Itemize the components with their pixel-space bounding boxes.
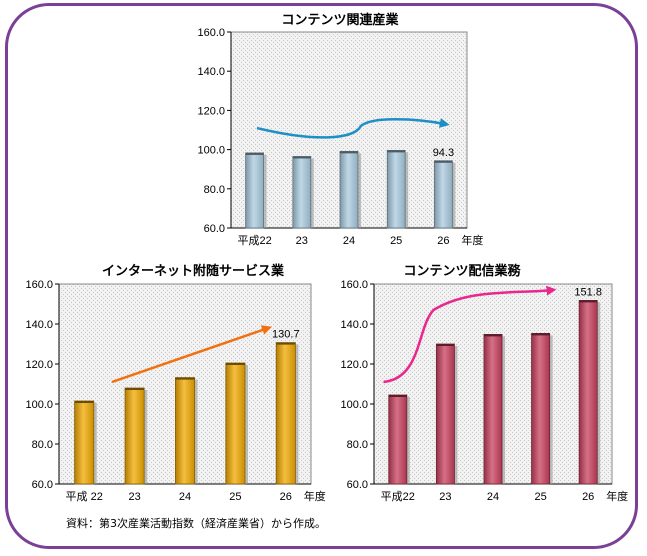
content-x-tick-label: 26 <box>437 235 449 247</box>
content-y-tick-label: 60.0 <box>204 223 225 235</box>
distribution-x-tick-label: 平成22 <box>381 490 415 503</box>
chart-content-industry: コンテンツ関連産業 60.0 80.0 100.0 120.0 140.0 160.0 平成2… <box>197 12 483 247</box>
internet-bar <box>225 362 246 485</box>
distribution-bar <box>531 333 551 485</box>
content-bar <box>245 152 264 229</box>
content-x-tick-label: 25 <box>390 235 402 247</box>
internet-bar <box>275 342 296 485</box>
content-x-unit-label: 年度 <box>461 233 483 247</box>
distribution-x-tick-label: 23 <box>439 491 451 503</box>
internet-bar-cap <box>225 363 245 365</box>
distribution-x-tick-label: 26 <box>582 491 594 503</box>
internet-x-tick-label: 24 <box>179 491 191 503</box>
content-x-tick-label: 平成22 <box>237 234 271 247</box>
distribution-y-tick-label: 100.0 <box>340 399 368 411</box>
content-bar <box>292 156 312 229</box>
distribution-bar-cap <box>483 334 503 337</box>
content-y-tick-label: 160.0 <box>197 27 225 39</box>
distribution-data-label: 151.8 <box>574 286 602 298</box>
distribution-bar-cap <box>388 395 407 397</box>
distribution-x-unit-label: 年度 <box>606 489 628 503</box>
content-bar <box>434 160 453 229</box>
chart-internet-services: インターネット附随サービス業 60.0 80.0 100.0 120.0 140.0 160… <box>25 263 326 503</box>
internet-bar <box>74 400 95 485</box>
internet-bar <box>124 387 145 485</box>
chart-content-distribution: コンテンツ配信業務 60.0 80.0 100.0 120.0 140.0 160.0 平成2… <box>340 263 628 503</box>
distribution-x-tick-label: 25 <box>534 491 546 503</box>
internet-x-tick-label: 23 <box>128 491 140 503</box>
distribution-chart-title: コンテンツ配信業務 <box>403 263 521 279</box>
content-data-label: 94.3 <box>433 147 454 159</box>
distribution-bar-cap <box>436 344 455 346</box>
content-bar <box>339 150 359 229</box>
internet-bar-cap <box>175 377 195 380</box>
content-y-tick-label: 100.0 <box>197 145 225 157</box>
distribution-y-tick-label: 80.0 <box>347 439 368 451</box>
internet-x-tick-label: 平成 22 <box>66 490 103 503</box>
internet-bar <box>175 377 195 485</box>
content-bar-cap <box>292 156 311 159</box>
internet-y-tick-label: 100.0 <box>25 399 53 411</box>
distribution-y-tick-label: 160.0 <box>340 279 368 291</box>
distribution-bar <box>578 300 598 485</box>
distribution-bar <box>388 394 408 485</box>
content-y-tick-label: 140.0 <box>197 66 225 78</box>
content-bar <box>386 149 406 229</box>
internet-x-tick-label: 25 <box>229 491 241 503</box>
distribution-y-tick-label: 60.0 <box>347 479 368 491</box>
content-bar-cap <box>245 152 264 155</box>
internet-bar-cap <box>74 401 94 403</box>
internet-trend-arrow <box>111 325 272 384</box>
content-x-tick-label: 23 <box>296 235 308 247</box>
content-y-tick-label: 120.0 <box>197 105 225 117</box>
distribution-bar <box>483 334 503 485</box>
content-bar-cap <box>434 160 453 163</box>
content-chart-title: コンテンツ関連産業 <box>281 12 399 28</box>
internet-x-tick-label: 26 <box>280 491 292 503</box>
content-bar-cap <box>387 150 406 153</box>
internet-y-tick-label: 120.0 <box>25 359 53 371</box>
internet-x-unit-label: 年度 <box>304 489 326 503</box>
source-note: 資料：第3次産業活動指数（経済産業省）から作成。 <box>66 517 326 530</box>
internet-y-tick-label: 60.0 <box>32 479 53 491</box>
distribution-y-tick-label: 120.0 <box>340 359 368 371</box>
content-y-tick-label: 80.0 <box>204 184 225 196</box>
internet-y-tick-label: 80.0 <box>32 439 53 451</box>
content-x-tick-label: 24 <box>343 235 355 247</box>
internet-bar-cap <box>125 388 145 390</box>
internet-y-tick-label: 140.0 <box>25 319 53 331</box>
content-trend-arrow <box>256 117 450 139</box>
distribution-x-tick-label: 24 <box>487 491 499 503</box>
internet-data-label: 130.7 <box>272 329 300 341</box>
distribution-trend-arrow <box>383 285 557 384</box>
distribution-y-tick-label: 140.0 <box>340 319 368 331</box>
internet-bar-cap <box>276 342 296 345</box>
distribution-bar-cap <box>579 300 598 303</box>
content-bar-cap <box>340 151 358 154</box>
distribution-bar-cap <box>531 333 550 336</box>
internet-y-tick-label: 160.0 <box>25 279 53 291</box>
internet-chart-title: インターネット附随サービス業 <box>102 263 285 279</box>
distribution-bar <box>435 343 455 485</box>
